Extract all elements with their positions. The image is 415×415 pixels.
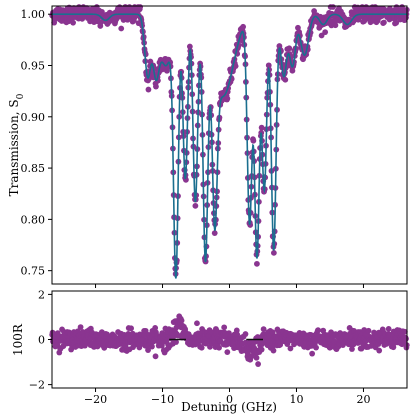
bottom-data-point [80, 329, 86, 335]
top-y-tick-label: 1.00 [21, 8, 46, 21]
bottom-data-point [149, 343, 155, 350]
top-y-ticks: 0.75 0.80 0.85 0.90 0.95 1.00 [21, 8, 52, 278]
bottom-data-point [270, 347, 277, 354]
bottom-data-point [198, 344, 205, 351]
top-y-tick-label: 0.90 [21, 111, 46, 124]
top-data-point [330, 4, 336, 10]
bottom-x-tick-label: 0 [226, 393, 233, 406]
bottom-y-ticks: −2 0 2 [29, 288, 52, 392]
bottom-data-point [77, 324, 84, 330]
bottom-data-point [253, 354, 260, 361]
bottom-data-point [49, 329, 56, 336]
bottom-data-point [309, 350, 316, 357]
bottom-data-point [255, 361, 261, 367]
bottom-data-point [361, 327, 368, 333]
top-fit-line [52, 13, 407, 279]
bottom-data-point [136, 344, 143, 351]
top-data-point [254, 260, 260, 267]
bottom-data-points [49, 313, 410, 367]
bottom-data-point [376, 347, 383, 354]
top-data-point [224, 95, 231, 102]
top-y-tick-label: 0.95 [21, 59, 46, 72]
bottom-data-point [142, 327, 149, 334]
top-x-ticks [95, 284, 364, 288]
bottom-y-tick-label: 2 [38, 288, 45, 301]
bottom-x-tick-label: 20 [356, 393, 370, 406]
x-axis-label: Detuning (GHz) [181, 400, 277, 414]
bottom-y-axis-label: 100R [11, 323, 25, 356]
bottom-data-point [141, 332, 148, 339]
bottom-data-point [403, 335, 409, 342]
top-data-point [250, 137, 257, 144]
top-data-point [153, 83, 159, 90]
bottom-data-point [152, 325, 159, 331]
top-data-point [286, 45, 293, 52]
bottom-data-point [313, 344, 319, 351]
top-plot-frame [51, 5, 408, 285]
bottom-data-point [221, 324, 228, 331]
bottom-data-point [94, 343, 101, 350]
bottom-panel: −202 −20 −10 0 10 20 100R Detuning (GHz) [11, 288, 410, 414]
bottom-data-point [260, 326, 267, 333]
bottom-data-point [242, 331, 249, 337]
bottom-data-point [173, 339, 179, 345]
top-data-point [70, 19, 76, 26]
top-data-point [167, 59, 174, 66]
bottom-data-point [213, 327, 220, 334]
bottom-data-point [385, 325, 392, 332]
bottom-x-ticks: −20 −10 0 10 20 [84, 388, 370, 406]
bottom-plot-frame [51, 290, 408, 389]
top-y-axis-label: Transmission, S0 [7, 93, 26, 196]
bottom-y-tick-label: −2 [29, 379, 45, 392]
top-data-point [332, 22, 339, 29]
bottom-data-point [128, 325, 134, 332]
bottom-x-tick-label: 10 [289, 393, 303, 406]
top-data-points [49, 4, 410, 277]
top-y-tick-label: 0.75 [21, 265, 46, 278]
top-panel: 0.75 0.80 0.85 0.90 0.95 1.00 Transmission, S… [7, 4, 410, 288]
top-data-point [186, 43, 193, 50]
bottom-data-point [194, 320, 200, 327]
top-data-point [393, 19, 400, 26]
bottom-data-point [365, 327, 372, 334]
top-data-point [258, 124, 265, 131]
bottom-data-point [401, 328, 408, 335]
top-data-point [145, 86, 152, 93]
bottom-data-point [258, 346, 265, 353]
top-data-point [137, 4, 144, 10]
top-data-point [265, 62, 272, 69]
bottom-data-point [349, 346, 355, 352]
bottom-x-tick-label: −10 [151, 393, 174, 406]
bottom-data-point [152, 353, 159, 360]
bottom-data-point [234, 331, 241, 338]
bottom-data-point [216, 344, 222, 351]
top-y-tick-label: 0.80 [21, 213, 46, 226]
top-data-point [240, 23, 247, 30]
top-y-tick-label: 0.85 [21, 162, 46, 175]
top-data-point [211, 230, 218, 236]
bottom-data-point [315, 327, 321, 334]
top-data-point [192, 202, 199, 209]
bottom-data-point [145, 347, 151, 353]
top-data-point [322, 29, 329, 36]
bottom-y-tick-label: 0 [38, 334, 45, 347]
bottom-x-tick-label: −20 [84, 393, 107, 406]
top-data-point [289, 67, 296, 74]
bottom-data-point [287, 345, 294, 352]
top-data-point [118, 25, 125, 32]
top-data-point [381, 19, 387, 26]
top-data-point [282, 76, 289, 83]
bottom-data-point [224, 349, 231, 356]
bottom-data-point [178, 317, 185, 324]
bottom-data-point [233, 327, 240, 334]
top-data-point [270, 249, 277, 256]
